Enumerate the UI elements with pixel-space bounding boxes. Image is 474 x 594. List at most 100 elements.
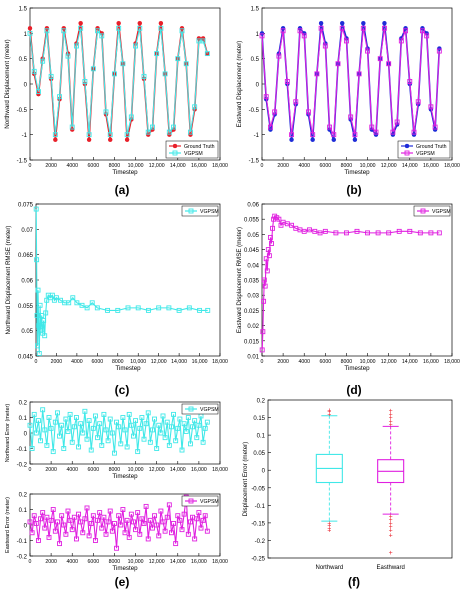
data-point — [183, 429, 189, 434]
x-tick-label: 14,000 — [170, 559, 186, 565]
data-point — [284, 79, 290, 84]
data-point — [305, 109, 311, 115]
x-tick-label: 18,000 — [444, 163, 460, 169]
data-point — [124, 444, 130, 450]
x-tick-label: 4000 — [66, 559, 78, 565]
data-point — [301, 33, 307, 39]
data-point — [36, 323, 42, 329]
data-point — [82, 79, 88, 84]
data-point — [116, 513, 122, 519]
data-point — [160, 519, 166, 525]
data-point — [375, 230, 381, 236]
chart-b: -1.5 -1 -0.5 0 0.5 1 1.5 Eastward Displacement … — [236, 7, 460, 177]
data-point — [135, 510, 141, 516]
x-tick-label: 12,000 — [381, 163, 397, 169]
series-vgpsm — [27, 494, 210, 551]
x-tick-label: 8000 — [109, 559, 121, 565]
data-point — [128, 114, 134, 120]
data-point — [266, 253, 272, 259]
data-point — [415, 99, 421, 105]
legend-box — [397, 140, 451, 159]
y-tick-label: 0.2 — [257, 399, 266, 405]
x-tick-label: 10,000 — [360, 163, 376, 169]
data-point — [280, 26, 286, 31]
data-point — [181, 511, 187, 517]
y-axis-label: Northward Displacement (meter) — [4, 39, 11, 128]
data-point — [293, 99, 299, 105]
y-tick-label: 0.01 — [247, 355, 259, 361]
y-tick-label: 0.025 — [244, 309, 260, 315]
x-axis-label: Timestep — [112, 473, 138, 480]
y-tick-label: 0.1 — [19, 508, 28, 514]
data-point — [183, 61, 189, 67]
data-point — [188, 132, 193, 137]
y-tick-label: -0.2 — [255, 539, 266, 545]
data-point — [145, 132, 151, 137]
x-tick-label: 4000 — [298, 163, 310, 169]
x-tick-label: 6000 — [320, 163, 332, 169]
data-point — [107, 416, 113, 422]
y-tick-label: 0.2 — [19, 493, 28, 499]
outlier-point: + — [389, 419, 393, 426]
data-point — [42, 525, 48, 531]
data-point — [73, 43, 79, 49]
outlier-point: + — [327, 520, 331, 527]
x-tick-label: 4000 — [66, 467, 78, 473]
data-point — [289, 132, 295, 138]
data-point — [194, 516, 200, 522]
data-point — [126, 534, 132, 540]
data-point — [125, 305, 131, 311]
legend-label: Ground Truth — [416, 144, 447, 150]
data-point — [78, 25, 84, 31]
chart-f: -0.25 -0.2 -0.15 -0.1 -0.05 0 0.05 0.1 0.15 0.2 Di… — [242, 399, 453, 571]
x-tick-label: 14,000 — [171, 359, 187, 365]
y-tick-label: 1.5 — [251, 7, 260, 13]
y-tick-label: 0.05 — [253, 451, 265, 457]
box-easthward: ++++++++++++ — [377, 408, 405, 557]
y-axis-label: Displacement Error (meter) — [242, 442, 249, 517]
panel-label-b: (b) — [346, 183, 361, 197]
legend-box — [181, 205, 219, 217]
data-point — [31, 513, 37, 519]
data-point — [354, 228, 360, 234]
x-tick-label: 14,000 — [170, 467, 186, 473]
data-point — [53, 295, 59, 301]
data-point — [436, 48, 442, 54]
data-point — [120, 507, 126, 512]
legend-marker — [420, 208, 426, 214]
data-point — [373, 129, 379, 135]
data-point — [360, 25, 366, 31]
plot-area — [261, 7, 453, 161]
data-point — [74, 300, 80, 306]
x-tick-label: 10,000 — [130, 359, 146, 365]
y-tick-label: 0.05 — [247, 233, 259, 239]
data-point — [52, 528, 58, 534]
x-tick-label: 6000 — [92, 359, 104, 365]
data-point — [192, 104, 198, 110]
data-point — [137, 531, 143, 537]
x-tick-label: 18,000 — [444, 359, 460, 365]
data-point — [420, 26, 425, 31]
data-point — [352, 137, 358, 142]
data-point — [158, 508, 164, 514]
data-point — [197, 307, 203, 313]
data-point — [94, 305, 100, 311]
legend-marker — [188, 208, 194, 214]
data-point — [40, 510, 46, 516]
data-point — [50, 449, 56, 455]
data-point — [322, 228, 328, 234]
data-point — [276, 216, 282, 222]
data-point — [76, 444, 82, 450]
data-point — [271, 216, 277, 222]
y-tick-label: 0.065 — [18, 253, 34, 259]
data-point — [116, 424, 122, 430]
panel-label-a: (a) — [115, 183, 130, 197]
x-tick-label: 10,000 — [128, 163, 144, 169]
data-point — [390, 132, 396, 137]
data-point — [187, 129, 193, 135]
data-point — [95, 28, 101, 34]
data-point — [411, 132, 417, 137]
data-point — [95, 517, 101, 523]
x-tick-label: 10,000 — [128, 467, 144, 473]
data-point — [46, 415, 52, 420]
